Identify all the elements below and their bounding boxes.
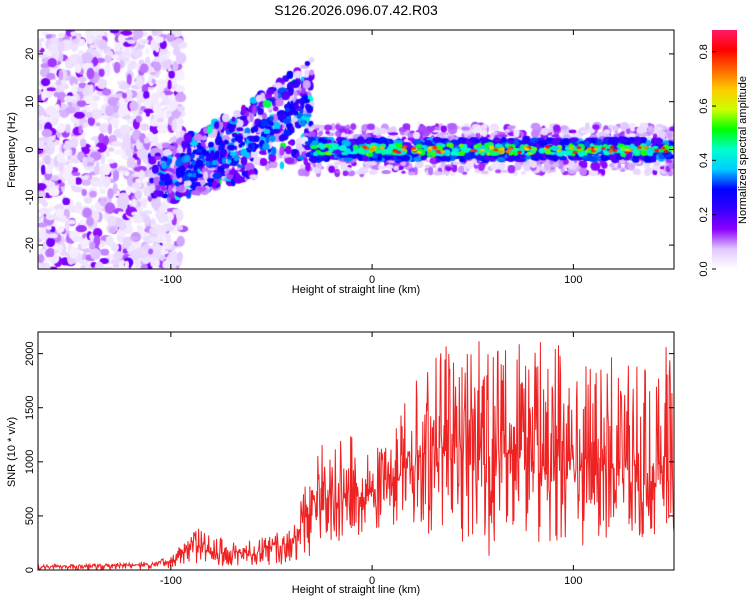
colorbar: 0.0 0.2 0.4 0.6 0.8 Normalized spectral ampl… bbox=[698, 30, 749, 277]
colorbar-label: Normalized spectral amplitude bbox=[737, 76, 749, 224]
spectrogram-y-tick-label: -10 bbox=[24, 189, 36, 205]
spectrogram-y-tick-label: 20 bbox=[24, 48, 36, 60]
snr-y-tick-label: 0 bbox=[24, 567, 36, 573]
snr-plot-area bbox=[38, 332, 674, 570]
spectrogram-x-axis-label: Height of straight line (km) bbox=[292, 284, 420, 296]
snr-y-tick-label: 1000 bbox=[24, 450, 36, 474]
snr-y-tick-label: 1500 bbox=[24, 395, 36, 419]
snr-x-tick-label: 0 bbox=[369, 575, 375, 587]
colorbar-tick-label: 0.4 bbox=[698, 153, 710, 168]
figure-title: S126.2026.096.07.42.R03 bbox=[274, 2, 438, 18]
snr-x-tick-label: 100 bbox=[564, 575, 582, 587]
spectrogram-y-tick-label: -20 bbox=[24, 237, 36, 253]
snr-y-tick-label: 500 bbox=[24, 507, 36, 525]
spectrogram-y-axis-label: Frequency (Hz) bbox=[6, 112, 18, 188]
colorbar-tick-label: 0.0 bbox=[698, 261, 710, 276]
spectrogram-x-tick-label: -100 bbox=[160, 274, 182, 286]
snr-panel: -100 0 100 0 500 1000 1500 2000 Height of stra… bbox=[6, 331, 675, 596]
snr-frame bbox=[37, 331, 675, 571]
snr-x-axis-label: Height of straight line (km) bbox=[292, 584, 420, 596]
snr-y-tick-label: 2000 bbox=[24, 341, 36, 365]
spectrogram-y-tick-label: 0 bbox=[24, 146, 36, 152]
spectrogram-image bbox=[38, 30, 674, 269]
colorbar-gradient bbox=[712, 30, 737, 269]
snr-y-axis-label: SNR (10 * v/v) bbox=[6, 417, 18, 487]
snr-series-line bbox=[37, 341, 675, 572]
spectrogram-y-tick-label: 10 bbox=[24, 96, 36, 108]
spectrogram-x-tick-label: 100 bbox=[564, 274, 582, 286]
colorbar-tick-label: 0.2 bbox=[698, 207, 710, 222]
colorbar-tick-label: 0.8 bbox=[698, 44, 710, 59]
spectrogram-x-tick-label: 0 bbox=[369, 274, 375, 286]
snr-x-tick-label: -100 bbox=[160, 575, 182, 587]
colorbar-tick-label: 0.6 bbox=[698, 98, 710, 113]
